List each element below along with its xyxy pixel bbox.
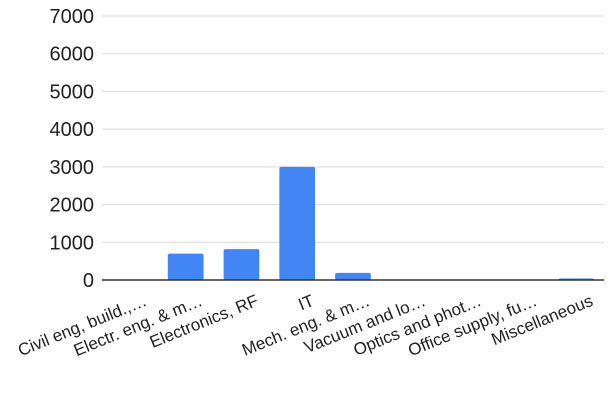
bar — [223, 249, 260, 280]
y-tick-label: 2000 — [50, 195, 95, 217]
y-tick-label: 5000 — [50, 81, 95, 103]
y-tick-label: 1000 — [50, 232, 95, 254]
y-tick-label: 6000 — [50, 44, 95, 66]
y-axis-tick-labels: 0 1000 2000 3000 4000 5000 6000 7000 — [50, 6, 95, 292]
y-tick-label: 0 — [83, 270, 94, 292]
x-tick-label: IT — [296, 291, 317, 314]
bar — [167, 253, 204, 280]
bar — [335, 272, 371, 280]
y-tick-label: 4000 — [50, 119, 95, 141]
y-tick-label: 3000 — [50, 157, 95, 179]
gridlines — [102, 15, 604, 243]
y-tick-label: 7000 — [50, 6, 95, 28]
bars — [167, 166, 594, 280]
bar — [279, 166, 316, 280]
x-axis-tick-labels: Civil eng, build.,…Electr. eng. & m…Elec… — [15, 291, 595, 360]
